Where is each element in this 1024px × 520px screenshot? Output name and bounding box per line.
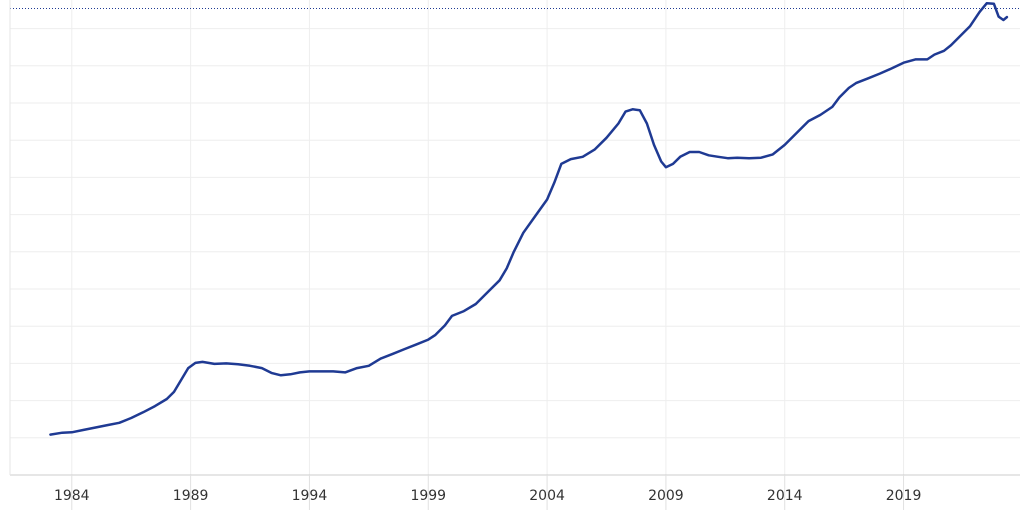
x-tick-label: 2009 bbox=[648, 488, 684, 504]
x-axis-ticks: 1984 1989 1994 1999 2004 2009 2014 2019 bbox=[54, 475, 921, 510]
x-tick-label: 2019 bbox=[886, 488, 922, 504]
x-tick-label: 1994 bbox=[292, 488, 328, 504]
x-gridlines bbox=[71, 0, 905, 475]
x-tick-label: 1989 bbox=[173, 488, 209, 504]
x-tick-label: 2014 bbox=[767, 488, 803, 504]
series-line bbox=[49, 2, 1009, 436]
x-tick-label: 2004 bbox=[529, 488, 565, 504]
x-tick-label: 1999 bbox=[410, 488, 446, 504]
x-tick-label: 1984 bbox=[54, 488, 90, 504]
series-group bbox=[49, 2, 1009, 436]
y-gridlines bbox=[10, 28, 1020, 439]
